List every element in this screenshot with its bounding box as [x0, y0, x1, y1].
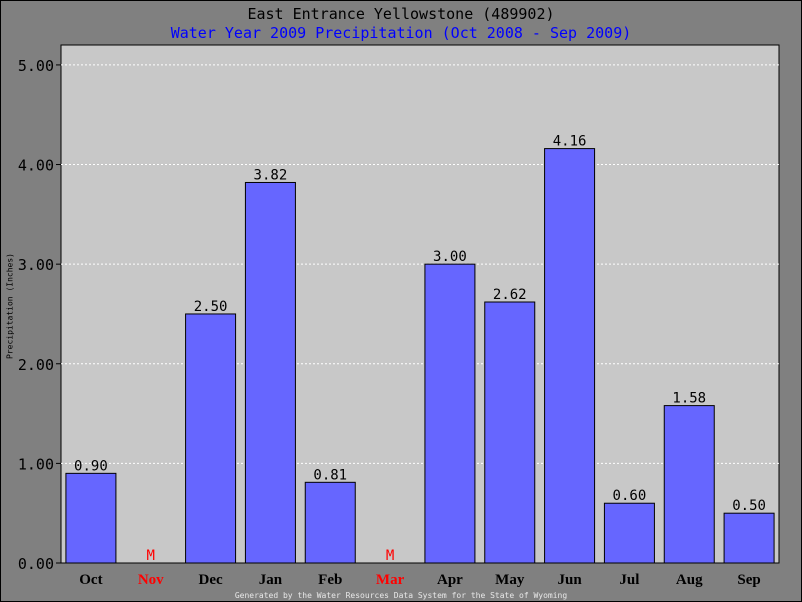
x-tick-label: Nov — [138, 572, 164, 588]
missing-marker: M — [386, 548, 394, 564]
bar — [663, 405, 715, 564]
chart-title: East Entrance Yellowstone (489902) — [247, 5, 555, 23]
bar — [723, 512, 775, 564]
x-tick-label: Feb — [318, 572, 342, 588]
bar — [424, 263, 476, 564]
x-tick-label: Jan — [259, 572, 283, 588]
x-tick-label: Apr — [437, 572, 463, 588]
data-label: 1.58 — [672, 391, 706, 407]
x-tick-label: Aug — [676, 572, 703, 588]
bar — [544, 148, 596, 564]
data-label: 2.62 — [493, 287, 527, 303]
bar — [65, 472, 117, 564]
bar — [304, 481, 356, 564]
bar — [484, 301, 536, 564]
x-tick-label: Oct — [79, 572, 102, 588]
data-label: 2.50 — [194, 299, 228, 315]
missing-marker: M — [147, 548, 155, 564]
bar — [603, 502, 655, 564]
data-label: 4.16 — [553, 134, 587, 150]
plot-area — [60, 44, 780, 564]
y-tick-label: 4.00 — [18, 157, 54, 175]
bar — [244, 181, 296, 564]
chart-subtitle: Water Year 2009 Precipitation (Oct 2008 … — [170, 24, 632, 42]
footer-credit: Generated by the Water Resources Data Sy… — [234, 591, 568, 600]
x-tick-label: May — [495, 572, 525, 588]
x-tick-label: Sep — [737, 572, 760, 588]
data-label: 3.82 — [254, 167, 288, 183]
data-label: 0.60 — [613, 488, 647, 504]
y-tick-label: 1.00 — [18, 455, 54, 473]
data-label: 3.00 — [433, 249, 467, 265]
y-tick-label: 0.00 — [18, 555, 54, 573]
x-tick-label: Jul — [619, 572, 639, 588]
x-tick-label: Dec — [199, 572, 223, 588]
data-label: 0.90 — [74, 458, 108, 474]
data-label: 0.81 — [313, 467, 347, 483]
x-tick-label: Jun — [557, 572, 582, 588]
bar — [185, 313, 237, 564]
y-tick-label: 5.00 — [18, 57, 54, 75]
x-tick-label: Mar — [376, 572, 405, 588]
data-label: 0.50 — [732, 498, 766, 514]
y-tick-label: 3.00 — [18, 256, 54, 274]
y-tick-label: 2.00 — [18, 356, 54, 374]
